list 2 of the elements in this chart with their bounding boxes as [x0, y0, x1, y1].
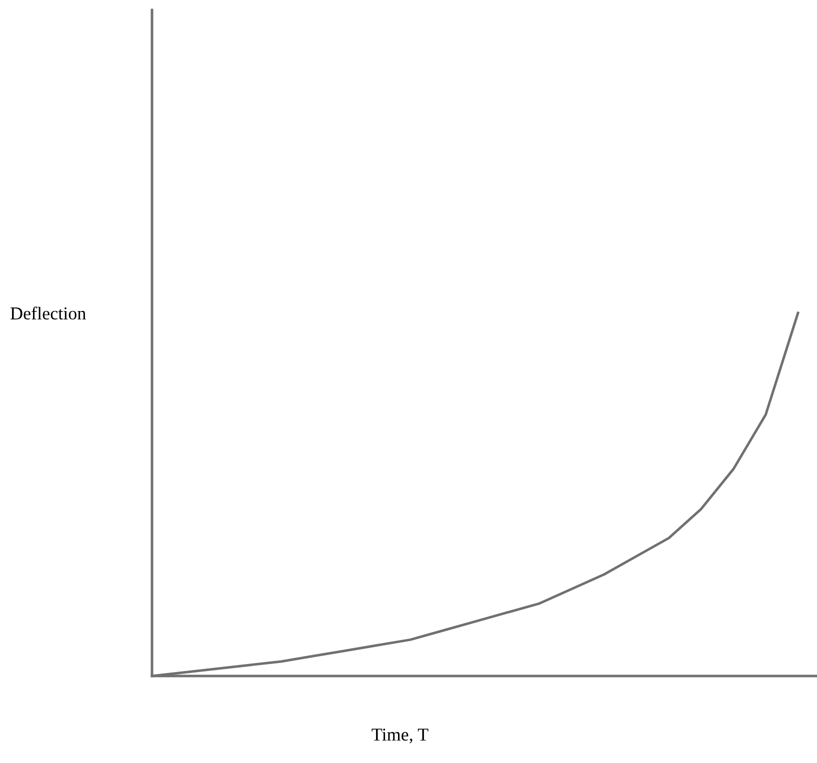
x-axis-title: Time, T — [372, 728, 428, 744]
y-axis-title: Deflection — [10, 306, 86, 320]
